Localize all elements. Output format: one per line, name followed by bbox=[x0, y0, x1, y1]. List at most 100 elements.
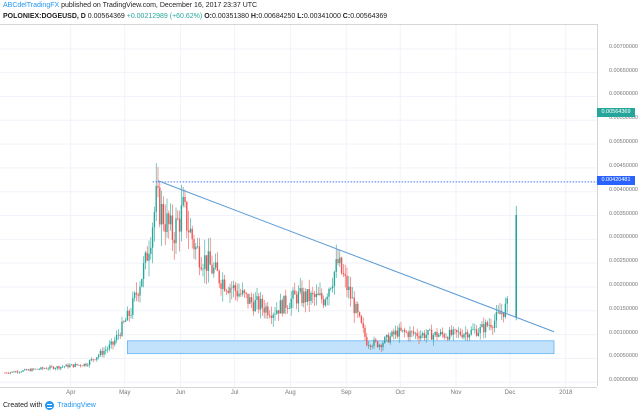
price-scale[interactable]: 0.00700000 0.00650000 0.00600000 0.00550000… bbox=[597, 24, 640, 386]
candle-body bbox=[294, 290, 296, 295]
candle-body bbox=[434, 331, 436, 335]
candle-body bbox=[103, 350, 105, 355]
candle-body bbox=[380, 344, 382, 348]
candle-body bbox=[423, 333, 426, 339]
candle-body bbox=[61, 366, 64, 368]
candle-body bbox=[436, 331, 438, 337]
candle-body bbox=[182, 197, 184, 206]
candle-body bbox=[501, 312, 503, 315]
candle-body bbox=[364, 327, 366, 337]
candle-body bbox=[175, 218, 177, 244]
candle-body bbox=[263, 307, 265, 313]
candle-body bbox=[58, 366, 60, 369]
candle-body bbox=[240, 293, 242, 295]
candle-body bbox=[204, 255, 206, 269]
x-tick-label: Dec bbox=[504, 390, 516, 396]
candle-body bbox=[429, 329, 431, 331]
candle-body bbox=[94, 359, 96, 361]
candle-body bbox=[231, 287, 233, 289]
candle-body bbox=[418, 336, 420, 339]
candle-body bbox=[285, 295, 287, 308]
tradingview-brand[interactable]: TradingView bbox=[57, 402, 96, 409]
price-chart[interactable] bbox=[0, 25, 597, 387]
candle-body bbox=[317, 293, 319, 295]
candle-body bbox=[191, 228, 193, 240]
candle-body bbox=[153, 211, 156, 228]
candle-body bbox=[373, 339, 375, 347]
candle-body bbox=[193, 239, 195, 250]
candle-body bbox=[376, 341, 379, 347]
author-link[interactable]: ABCdelTradingFX bbox=[3, 2, 60, 9]
candle-body bbox=[18, 372, 21, 373]
x-tick-label: Sep bbox=[340, 390, 352, 396]
candle-body bbox=[443, 334, 445, 338]
candle-body bbox=[198, 246, 201, 268]
candle-body bbox=[166, 213, 168, 232]
y-tick-label: 0.00150000 bbox=[608, 305, 638, 312]
candle-body bbox=[189, 228, 192, 233]
x-tick-label: May bbox=[119, 390, 131, 396]
candle-body bbox=[463, 334, 465, 338]
last-price: 0.00564369 bbox=[87, 13, 125, 20]
candle-body bbox=[258, 296, 260, 310]
candle-body bbox=[16, 371, 19, 373]
candle-body bbox=[492, 327, 494, 329]
candle-body bbox=[265, 306, 267, 313]
candle-body bbox=[186, 202, 188, 231]
candle-body bbox=[438, 334, 440, 337]
candle-body bbox=[74, 363, 76, 367]
publish-line: ABCdelTradingFX published on TradingView… bbox=[3, 2, 257, 9]
candle-body bbox=[43, 368, 46, 370]
candle-body bbox=[42, 367, 44, 369]
candle-body bbox=[6, 372, 8, 374]
y-tick-label: 0.00200000 bbox=[608, 281, 638, 288]
candle-body bbox=[184, 197, 186, 203]
close-value: 0.00564369 bbox=[350, 13, 388, 20]
candle-body bbox=[432, 334, 435, 340]
candle-body bbox=[110, 341, 112, 345]
candle-body bbox=[497, 311, 499, 313]
candle-body bbox=[11, 371, 13, 373]
candle-body bbox=[162, 203, 165, 225]
candle-body bbox=[326, 296, 328, 300]
candle-body bbox=[159, 187, 161, 225]
candle-body bbox=[139, 286, 141, 296]
candle-body bbox=[200, 267, 202, 270]
y-tick-label: 0.00250000 bbox=[608, 258, 638, 265]
support-zone bbox=[127, 340, 555, 355]
candle-body bbox=[344, 274, 346, 276]
x-tick-label: Apr bbox=[66, 390, 76, 396]
candle-body bbox=[137, 294, 139, 296]
candle-body bbox=[222, 279, 224, 289]
candle-body bbox=[261, 298, 264, 308]
candle-body bbox=[445, 337, 447, 338]
publish-info: published on TradingView.com, December 1… bbox=[61, 2, 258, 9]
y-tick-label: 0.00350000 bbox=[608, 210, 638, 217]
symbol-label: POLONIEX:DOGEUSD, D bbox=[3, 13, 86, 20]
candle-body bbox=[515, 215, 517, 318]
candle-body bbox=[49, 366, 51, 369]
candle-body bbox=[414, 333, 417, 334]
candle-body bbox=[427, 330, 429, 335]
candle-body bbox=[479, 327, 481, 333]
candle-body bbox=[493, 320, 496, 328]
candle-body bbox=[112, 341, 114, 345]
candle-body bbox=[142, 263, 145, 280]
candle-body bbox=[236, 290, 238, 297]
candle-body bbox=[234, 285, 237, 291]
y-tick-label: 0.00650000 bbox=[608, 67, 638, 74]
candle-body bbox=[202, 268, 204, 270]
candle-body bbox=[337, 259, 339, 264]
chart-pane[interactable] bbox=[0, 24, 597, 388]
candle-body bbox=[38, 369, 40, 370]
candle-body bbox=[466, 332, 469, 338]
candle-body bbox=[299, 288, 301, 292]
candle-body bbox=[439, 331, 442, 335]
candle-body bbox=[218, 270, 220, 284]
candle-body bbox=[83, 363, 85, 366]
candle-body bbox=[259, 298, 262, 310]
candle-body bbox=[283, 295, 285, 314]
candle-body bbox=[4, 372, 6, 374]
candle-body bbox=[448, 329, 451, 340]
candle-body bbox=[52, 366, 55, 369]
